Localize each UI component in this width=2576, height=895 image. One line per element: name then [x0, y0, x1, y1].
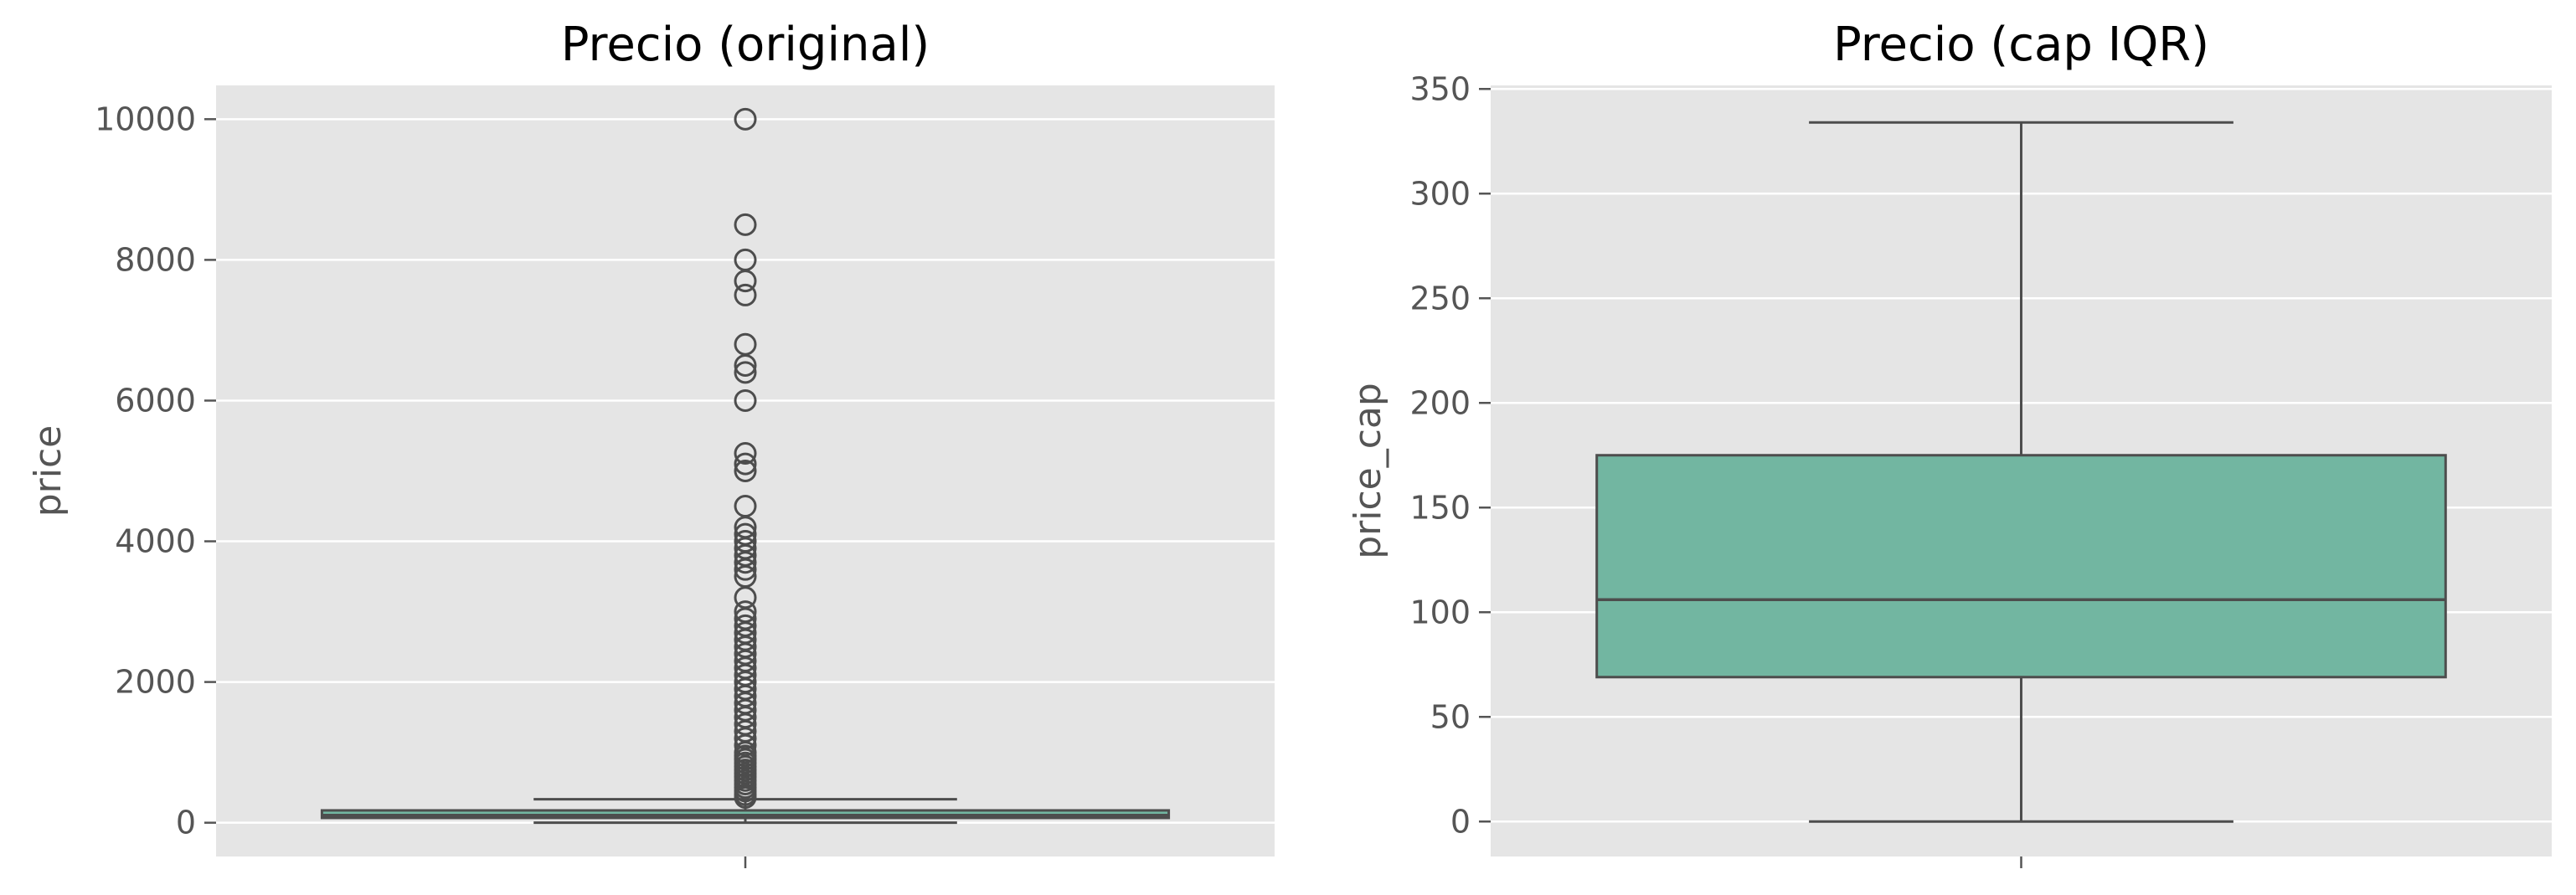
outlier-point [734, 353, 757, 377]
outlier-point [734, 460, 757, 482]
y-tick-label: 0 [176, 805, 196, 841]
y-tick-label: 100 [1409, 594, 1471, 630]
outlier-point [734, 558, 757, 581]
chart-title: Precio (original) [561, 18, 930, 72]
outlier-point [734, 107, 757, 131]
chart-title: Precio (cap IQR) [1833, 18, 2209, 72]
y-tick-label: 200 [1409, 384, 1471, 421]
iqr-box [1595, 454, 2447, 679]
y-tick-label: 0 [1450, 803, 1471, 840]
y-tick-label: 2000 [115, 664, 196, 701]
outlier-point [734, 441, 757, 465]
outlier-point [734, 452, 757, 476]
outlier-point [734, 361, 757, 384]
y-tick-label: 300 [1409, 175, 1471, 212]
outlier-point [734, 388, 757, 412]
chart-price-capped: 0 50 100 150 200 250 300 350 Precio (cap IQR) pri… [1347, 18, 2552, 868]
y-tick-label: 350 [1409, 70, 1471, 107]
y-axis-label: price_cap [1347, 383, 1389, 559]
y-tick-label: 4000 [115, 523, 196, 560]
y-tick-label: 8000 [115, 241, 196, 278]
y-tick-label: 10000 [95, 100, 196, 137]
outlier-point [734, 785, 757, 809]
y-tick-label: 150 [1409, 489, 1471, 526]
outlier-point [734, 551, 757, 574]
y-tick-label: 250 [1409, 280, 1471, 316]
chart-price-original: 0 2000 4000 6000 8000 10000 Precio (original) p… [27, 18, 1275, 868]
y-tick-label: 50 [1430, 698, 1471, 735]
outlier-point [734, 283, 757, 306]
outlier-point [734, 213, 757, 236]
y-axis-label: price [27, 425, 70, 517]
outlier-point [734, 270, 757, 293]
y-tick-label: 6000 [115, 382, 196, 419]
